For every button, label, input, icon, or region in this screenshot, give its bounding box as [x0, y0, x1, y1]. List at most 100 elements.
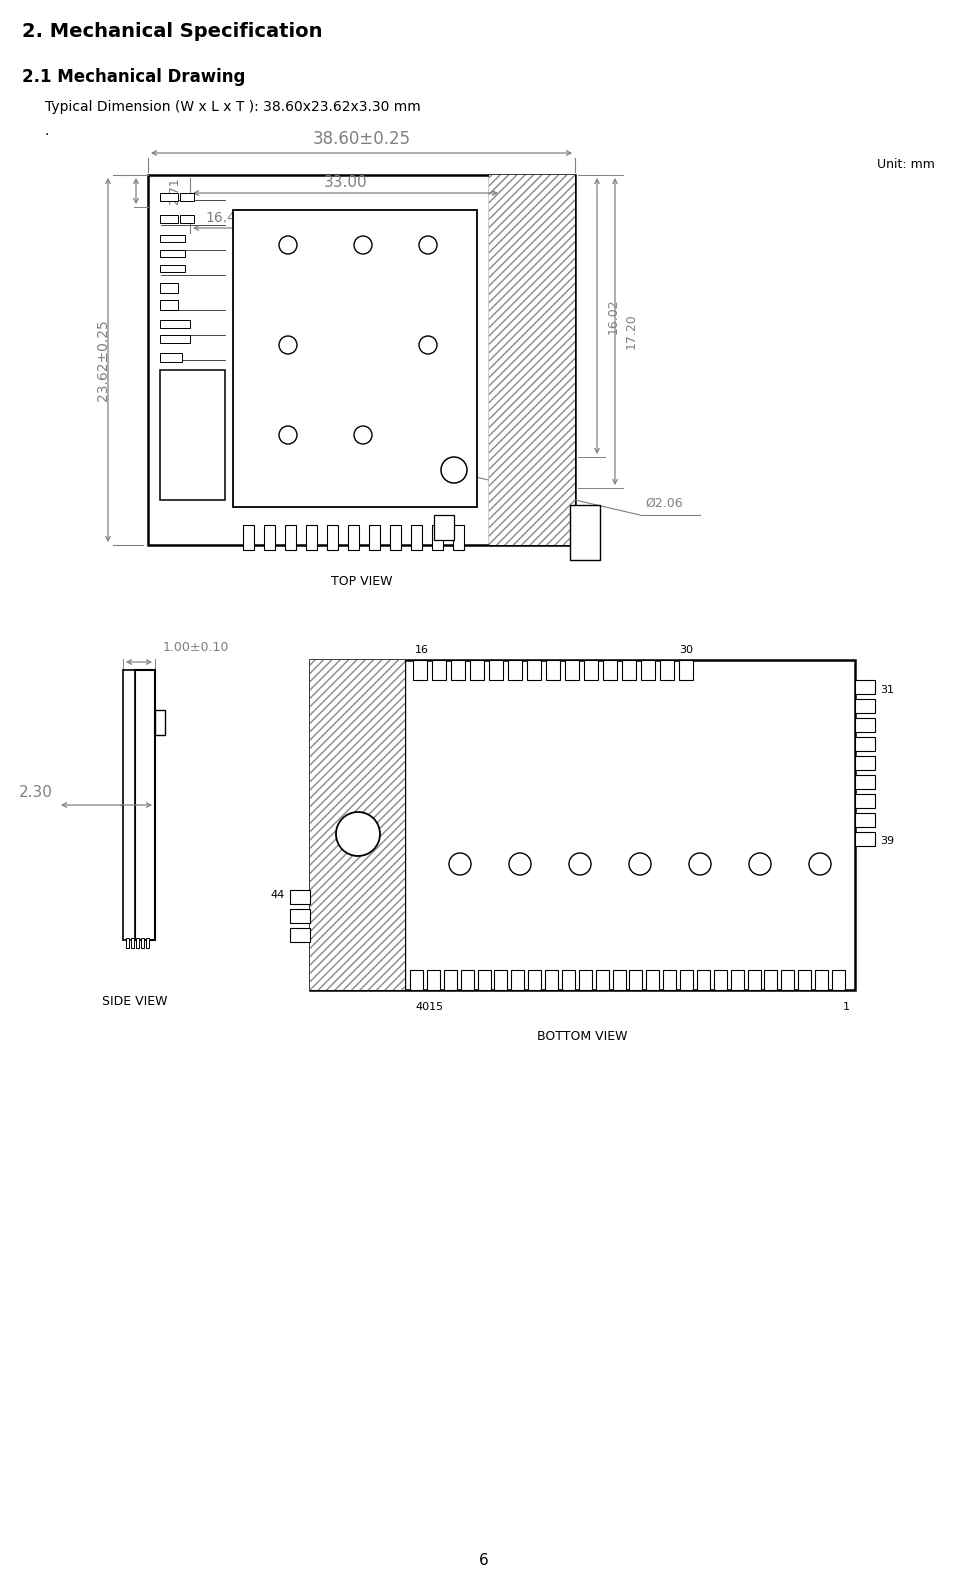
Text: BOTTOM VIEW: BOTTOM VIEW	[537, 1030, 628, 1043]
Bar	[290, 909, 310, 924]
Text: 44: 44	[270, 890, 285, 900]
Bar	[160, 353, 182, 363]
Bar	[444, 970, 456, 991]
Circle shape	[279, 426, 297, 444]
Bar	[815, 970, 828, 991]
Bar	[470, 660, 484, 681]
Bar	[489, 175, 575, 545]
Circle shape	[749, 852, 771, 874]
Bar	[630, 970, 642, 991]
Text: Ø2.06: Ø2.06	[645, 498, 682, 510]
Bar	[765, 970, 777, 991]
Bar	[714, 970, 727, 991]
Text: 39: 39	[880, 836, 894, 846]
Bar	[697, 970, 710, 991]
Text: 1: 1	[843, 1002, 850, 1011]
Bar	[596, 970, 609, 991]
Text: 16: 16	[415, 646, 429, 655]
Text: 1.00±0.10: 1.00±0.10	[163, 641, 230, 653]
Text: 2.30: 2.30	[19, 785, 53, 800]
Bar	[160, 283, 178, 293]
Text: 17.20: 17.20	[625, 313, 638, 350]
Bar	[243, 525, 254, 550]
Text: Unit: mm: Unit: mm	[877, 157, 935, 172]
Bar	[410, 970, 423, 991]
Bar	[136, 938, 139, 948]
Text: 31: 31	[880, 685, 894, 695]
Circle shape	[419, 335, 437, 355]
Bar	[855, 700, 875, 712]
Bar	[432, 660, 446, 681]
Bar	[748, 970, 761, 991]
Bar	[233, 210, 477, 507]
Circle shape	[629, 852, 651, 874]
Bar	[310, 660, 855, 991]
Bar	[570, 506, 600, 560]
Bar	[508, 660, 522, 681]
Bar	[290, 929, 310, 941]
Bar	[855, 832, 875, 846]
Bar	[327, 525, 338, 550]
Bar	[478, 970, 490, 991]
Bar	[798, 970, 811, 991]
Bar	[584, 660, 598, 681]
Bar	[528, 970, 541, 991]
Bar	[731, 970, 744, 991]
Bar	[146, 938, 149, 948]
Bar	[427, 970, 440, 991]
Bar	[641, 660, 655, 681]
Bar	[155, 711, 165, 735]
Bar	[160, 266, 185, 272]
Bar	[663, 970, 676, 991]
Circle shape	[279, 235, 297, 254]
Bar	[451, 660, 465, 681]
Bar	[494, 970, 508, 991]
Bar	[832, 970, 845, 991]
Bar	[160, 320, 190, 328]
Bar	[489, 660, 503, 681]
Bar	[512, 970, 524, 991]
Text: .: .	[45, 124, 49, 138]
Bar	[453, 525, 464, 550]
Bar	[546, 660, 560, 681]
Circle shape	[569, 852, 591, 874]
Bar	[660, 660, 674, 681]
Bar	[855, 812, 875, 827]
Circle shape	[809, 852, 831, 874]
Bar	[527, 660, 541, 681]
Text: 2.71: 2.71	[168, 176, 181, 205]
Bar	[680, 970, 693, 991]
Bar	[264, 525, 275, 550]
Text: 2. Mechanical Specification: 2. Mechanical Specification	[22, 22, 323, 41]
Bar	[603, 660, 617, 681]
Text: 2.1 Mechanical Drawing: 2.1 Mechanical Drawing	[22, 68, 245, 86]
Text: Typical Dimension (W x L x T ): 38.60x23.62x3.30 mm: Typical Dimension (W x L x T ): 38.60x23…	[45, 100, 421, 114]
Circle shape	[689, 852, 711, 874]
Text: 30: 30	[679, 646, 693, 655]
Bar	[855, 738, 875, 750]
Bar	[646, 970, 659, 991]
Bar	[123, 669, 135, 940]
Bar	[622, 660, 636, 681]
Bar	[612, 970, 626, 991]
Bar	[855, 681, 875, 693]
Bar	[160, 370, 225, 499]
Bar	[131, 938, 134, 948]
Text: 16.41: 16.41	[205, 211, 245, 226]
Bar	[160, 235, 185, 242]
Circle shape	[354, 235, 372, 254]
Bar	[369, 525, 380, 550]
Bar	[180, 215, 194, 223]
Text: 6: 6	[479, 1553, 489, 1568]
Text: 4015: 4015	[415, 1002, 443, 1011]
Bar	[290, 890, 310, 905]
Circle shape	[449, 852, 471, 874]
Bar	[160, 250, 185, 258]
Bar	[141, 938, 144, 948]
Bar	[565, 660, 579, 681]
Bar	[135, 669, 155, 940]
Bar	[285, 525, 296, 550]
Circle shape	[336, 812, 380, 855]
Text: 33.00: 33.00	[324, 175, 367, 189]
Bar	[855, 755, 875, 770]
